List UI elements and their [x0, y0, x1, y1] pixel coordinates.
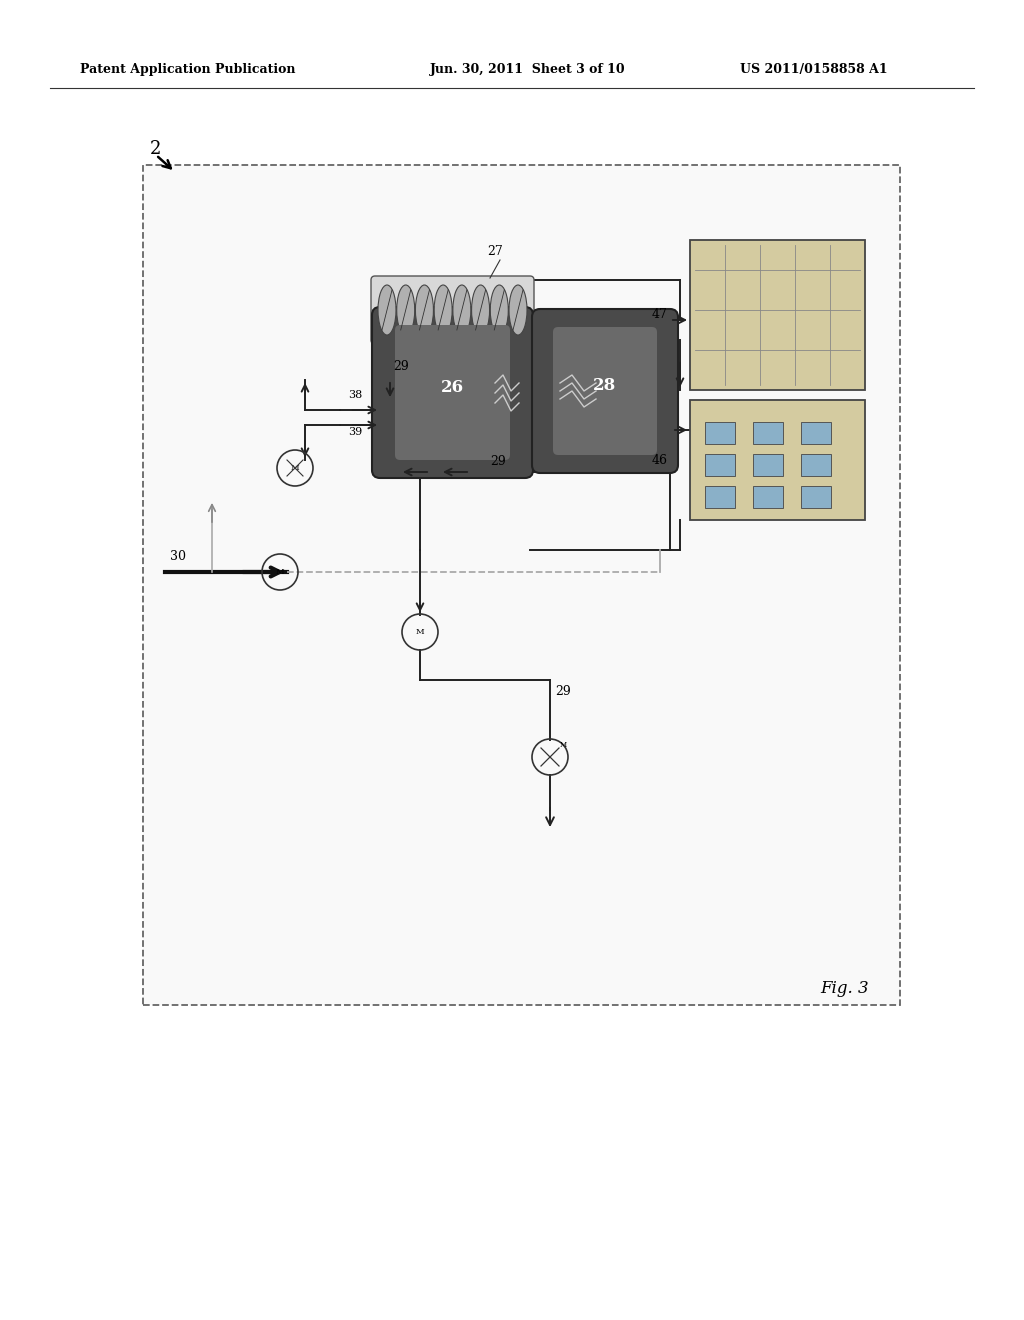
Text: US 2011/0158858 A1: US 2011/0158858 A1 [740, 63, 888, 77]
Text: 47: 47 [652, 309, 668, 322]
Bar [705, 454, 735, 477]
Bar [690, 400, 865, 520]
Text: 27: 27 [487, 246, 503, 257]
Text: M: M [559, 741, 566, 748]
FancyBboxPatch shape [532, 309, 678, 473]
Text: Jun. 30, 2011  Sheet 3 of 10: Jun. 30, 2011 Sheet 3 of 10 [430, 63, 626, 77]
Ellipse shape [490, 285, 508, 335]
FancyBboxPatch shape [372, 308, 534, 478]
Ellipse shape [416, 285, 433, 335]
Bar [801, 454, 831, 477]
Text: 30: 30 [170, 550, 186, 564]
Text: 46: 46 [652, 454, 668, 466]
Bar [143, 165, 900, 1005]
Bar [801, 486, 831, 508]
Bar [753, 486, 783, 508]
Ellipse shape [378, 285, 396, 335]
FancyBboxPatch shape [371, 276, 534, 345]
Ellipse shape [509, 285, 527, 335]
Bar [705, 422, 735, 444]
Bar [801, 422, 831, 444]
Bar [705, 486, 735, 508]
Ellipse shape [434, 285, 453, 335]
Ellipse shape [396, 285, 415, 335]
Text: Fig. 3: Fig. 3 [820, 979, 868, 997]
Ellipse shape [453, 285, 471, 335]
Bar [753, 422, 783, 444]
Text: 26: 26 [440, 380, 464, 396]
Text: 38: 38 [348, 389, 362, 400]
Text: M: M [416, 628, 424, 636]
Text: Patent Application Publication: Patent Application Publication [80, 63, 296, 77]
Text: 29: 29 [490, 455, 506, 469]
FancyBboxPatch shape [553, 327, 657, 455]
Text: 2: 2 [150, 140, 162, 158]
Text: M: M [291, 465, 299, 473]
Text: M: M [275, 568, 285, 576]
Bar [690, 240, 865, 389]
Text: 28: 28 [593, 378, 616, 395]
Text: 39: 39 [348, 426, 362, 437]
FancyBboxPatch shape [395, 325, 510, 459]
Ellipse shape [472, 285, 489, 335]
Text: 29: 29 [555, 685, 570, 698]
Text: 29: 29 [393, 360, 409, 374]
Bar [753, 454, 783, 477]
